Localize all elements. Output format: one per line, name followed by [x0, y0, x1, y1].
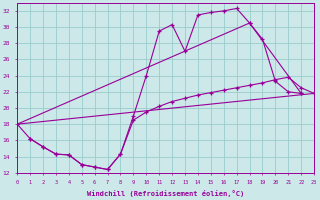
- X-axis label: Windchill (Refroidissement éolien,°C): Windchill (Refroidissement éolien,°C): [87, 190, 244, 197]
